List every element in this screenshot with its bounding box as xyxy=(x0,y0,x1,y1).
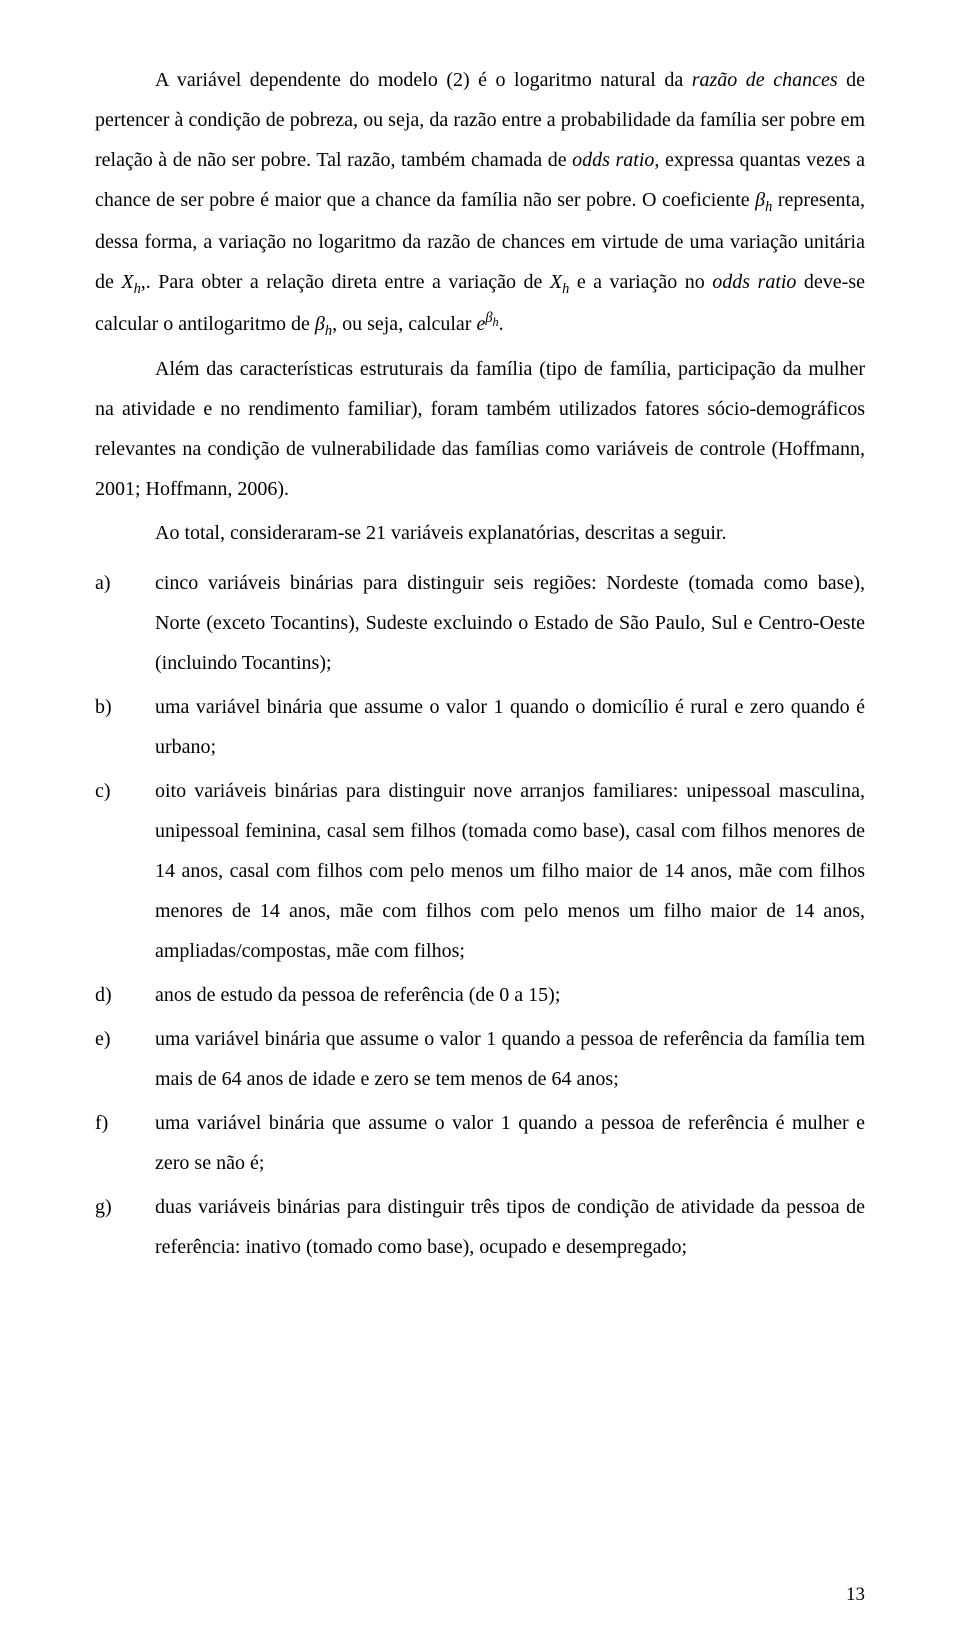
p1-beta-1-sub: h xyxy=(765,199,772,215)
p1-beta-2-sub: h xyxy=(325,323,332,339)
list-text-c: oito variáveis binárias para distinguir … xyxy=(155,771,865,971)
list-text-g: duas variáveis binárias para distinguir … xyxy=(155,1187,865,1267)
p1-e-exp-h: h xyxy=(493,315,499,329)
page-container: A variável dependente do modelo (2) é o … xyxy=(0,0,960,1648)
p1-run-15: , ou seja, calcular xyxy=(332,313,476,335)
p1-beta-2: β xyxy=(315,313,325,335)
variable-list: a) cinco variáveis binárias para disting… xyxy=(95,563,865,1267)
list-item-b: b) uma variável binária que assume o val… xyxy=(95,687,865,767)
p1-x-2-sub: h xyxy=(562,281,569,297)
list-item-c: c) oito variáveis binárias para distingu… xyxy=(95,771,865,971)
p1-x-1-sub: h xyxy=(134,281,141,297)
list-item-f: f) uma variável binária que assume o val… xyxy=(95,1103,865,1183)
page-number: 13 xyxy=(846,1584,865,1606)
list-item-e: e) uma variável binária que assume o val… xyxy=(95,1019,865,1099)
p1-e-exp: βh xyxy=(485,310,498,326)
list-label-b: b) xyxy=(95,687,155,727)
p1-e-exp-beta: β xyxy=(485,310,492,326)
paragraph-3: Ao total, consideraram-se 21 variáveis e… xyxy=(95,513,865,553)
p1-run-1: A variável dependente do modelo (2) é o … xyxy=(155,69,692,91)
p1-x-1: X xyxy=(121,271,133,293)
list-item-d: d) anos de estudo da pessoa de referênci… xyxy=(95,975,865,1015)
p1-x-2: X xyxy=(550,271,562,293)
list-item-a: a) cinco variáveis binárias para disting… xyxy=(95,563,865,683)
list-label-d: d) xyxy=(95,975,155,1015)
list-text-b: uma variável binária que assume o valor … xyxy=(155,687,865,767)
p1-italic-odds-1: odds ratio xyxy=(572,149,654,171)
p1-beta-1: β xyxy=(755,189,765,211)
list-text-f: uma variável binária que assume o valor … xyxy=(155,1103,865,1183)
list-label-f: f) xyxy=(95,1103,155,1143)
p1-run-9: ,. Para obter a relação direta entre a v… xyxy=(141,271,550,293)
p1-run-17: . xyxy=(499,313,504,335)
p1-italic-odds-2: odds ratio xyxy=(712,271,796,293)
list-text-a: cinco variáveis binárias para distinguir… xyxy=(155,563,865,683)
list-label-a: a) xyxy=(95,563,155,603)
list-label-g: g) xyxy=(95,1187,155,1227)
list-item-g: g) duas variáveis binárias para distingu… xyxy=(95,1187,865,1267)
p1-run-11: e a variação no xyxy=(569,271,712,293)
paragraph-1: A variável dependente do modelo (2) é o … xyxy=(95,60,865,345)
list-label-e: e) xyxy=(95,1019,155,1059)
p1-italic-razao: razão de chances xyxy=(692,69,838,91)
list-text-d: anos de estudo da pessoa de referência (… xyxy=(155,975,865,1015)
list-label-c: c) xyxy=(95,771,155,811)
list-text-e: uma variável binária que assume o valor … xyxy=(155,1019,865,1099)
paragraph-2: Além das características estruturais da … xyxy=(95,349,865,509)
